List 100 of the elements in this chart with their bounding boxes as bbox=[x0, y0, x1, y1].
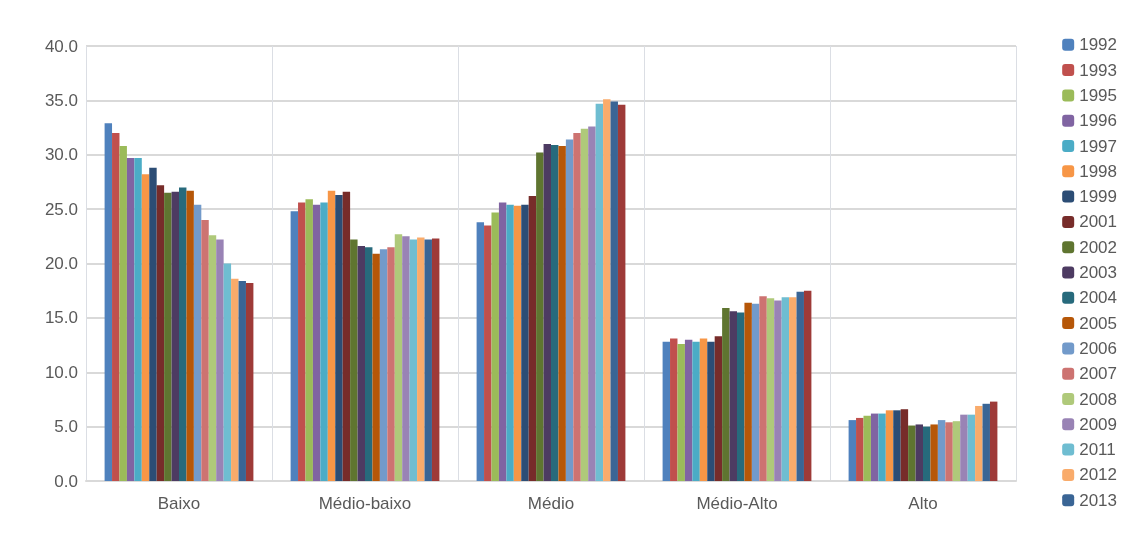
bar bbox=[506, 204, 514, 481]
bar bbox=[379, 249, 388, 481]
bar bbox=[796, 291, 804, 481]
bar bbox=[967, 414, 976, 481]
legend-label: 2012 bbox=[1079, 465, 1118, 485]
bar bbox=[357, 246, 365, 481]
x-tick-label: Médio-baixo bbox=[318, 494, 412, 513]
bar bbox=[744, 302, 752, 481]
bar bbox=[751, 303, 760, 481]
legend-label: 1997 bbox=[1079, 136, 1118, 156]
bar bbox=[312, 204, 321, 481]
bar bbox=[164, 192, 172, 481]
legend-label: 2008 bbox=[1079, 389, 1118, 409]
bar bbox=[409, 239, 418, 481]
bar bbox=[699, 338, 708, 481]
legend-label: 1999 bbox=[1079, 187, 1118, 207]
bar bbox=[335, 194, 343, 481]
legend-label: 2004 bbox=[1079, 288, 1118, 308]
legend-label: 2003 bbox=[1079, 263, 1118, 282]
y-tick-label: 0.0 bbox=[54, 471, 78, 491]
bar bbox=[848, 420, 857, 481]
bar bbox=[417, 237, 425, 481]
bar bbox=[603, 99, 611, 481]
x-tick-label: Alto bbox=[908, 494, 938, 513]
bar bbox=[856, 417, 864, 481]
bar bbox=[789, 297, 797, 481]
bar bbox=[863, 415, 871, 481]
y-tick-label: 25.0 bbox=[44, 199, 78, 219]
bar bbox=[580, 128, 589, 481]
legend-label: 1993 bbox=[1079, 60, 1118, 80]
bar bbox=[156, 185, 165, 481]
y-tick-label: 5.0 bbox=[54, 417, 78, 437]
bar bbox=[431, 238, 440, 481]
bar bbox=[551, 144, 559, 481]
bar bbox=[186, 190, 194, 481]
legend-label: 2002 bbox=[1079, 237, 1118, 257]
legend-label: 2005 bbox=[1079, 313, 1118, 333]
bar bbox=[684, 339, 693, 481]
bar bbox=[394, 234, 403, 481]
bar bbox=[670, 338, 678, 481]
bar bbox=[930, 424, 938, 481]
legend-label: 2011 bbox=[1079, 440, 1116, 460]
bar bbox=[387, 247, 395, 481]
legend-label: 2006 bbox=[1079, 338, 1118, 358]
bar bbox=[915, 424, 923, 481]
bar bbox=[320, 202, 328, 481]
bar bbox=[521, 204, 529, 481]
y-tick-label: 40.0 bbox=[44, 36, 78, 56]
bar bbox=[610, 101, 618, 481]
bar bbox=[908, 425, 916, 481]
bar bbox=[558, 146, 566, 481]
legend-label: 1998 bbox=[1079, 161, 1118, 181]
y-tick-label: 15.0 bbox=[44, 308, 78, 328]
bar bbox=[193, 204, 202, 481]
bar bbox=[491, 212, 499, 481]
bar bbox=[141, 174, 150, 481]
bar bbox=[543, 143, 551, 481]
bar bbox=[424, 239, 432, 481]
bar bbox=[298, 202, 306, 481]
legend-label: 2013 bbox=[1079, 490, 1118, 510]
bar bbox=[245, 283, 254, 481]
bar bbox=[975, 405, 983, 481]
bar bbox=[803, 290, 812, 481]
bar bbox=[223, 263, 232, 481]
bar bbox=[179, 187, 187, 481]
bar bbox=[104, 123, 113, 481]
y-tick-label: 30.0 bbox=[44, 145, 78, 165]
bar bbox=[737, 312, 745, 481]
x-tick-label: Médio-Alto bbox=[696, 494, 778, 513]
bar bbox=[729, 311, 737, 481]
bar bbox=[677, 343, 685, 481]
bar bbox=[372, 253, 380, 481]
bar bbox=[759, 296, 767, 481]
legend-label: 2001 bbox=[1079, 212, 1118, 232]
bar bbox=[722, 308, 730, 481]
bar bbox=[989, 401, 998, 481]
bar bbox=[365, 247, 373, 481]
bar bbox=[134, 158, 142, 481]
bar bbox=[885, 410, 894, 481]
bar bbox=[149, 167, 157, 481]
x-tick-label: Médio bbox=[527, 494, 575, 513]
bar bbox=[870, 413, 879, 481]
legend-label: 1995 bbox=[1079, 85, 1118, 105]
bar bbox=[513, 205, 522, 481]
bar bbox=[201, 220, 209, 481]
bar bbox=[216, 239, 224, 481]
legend-label: 1992 bbox=[1079, 35, 1118, 55]
bar bbox=[982, 403, 990, 481]
bar bbox=[112, 133, 120, 481]
bar bbox=[923, 426, 931, 481]
bar bbox=[305, 199, 313, 481]
bar bbox=[595, 103, 604, 481]
bar bbox=[342, 191, 351, 481]
bar bbox=[692, 341, 700, 481]
bar bbox=[126, 158, 135, 481]
legend-label: 2009 bbox=[1079, 414, 1118, 434]
bar bbox=[350, 239, 358, 481]
bar bbox=[476, 222, 485, 481]
bar bbox=[231, 278, 239, 481]
bar bbox=[536, 152, 544, 481]
